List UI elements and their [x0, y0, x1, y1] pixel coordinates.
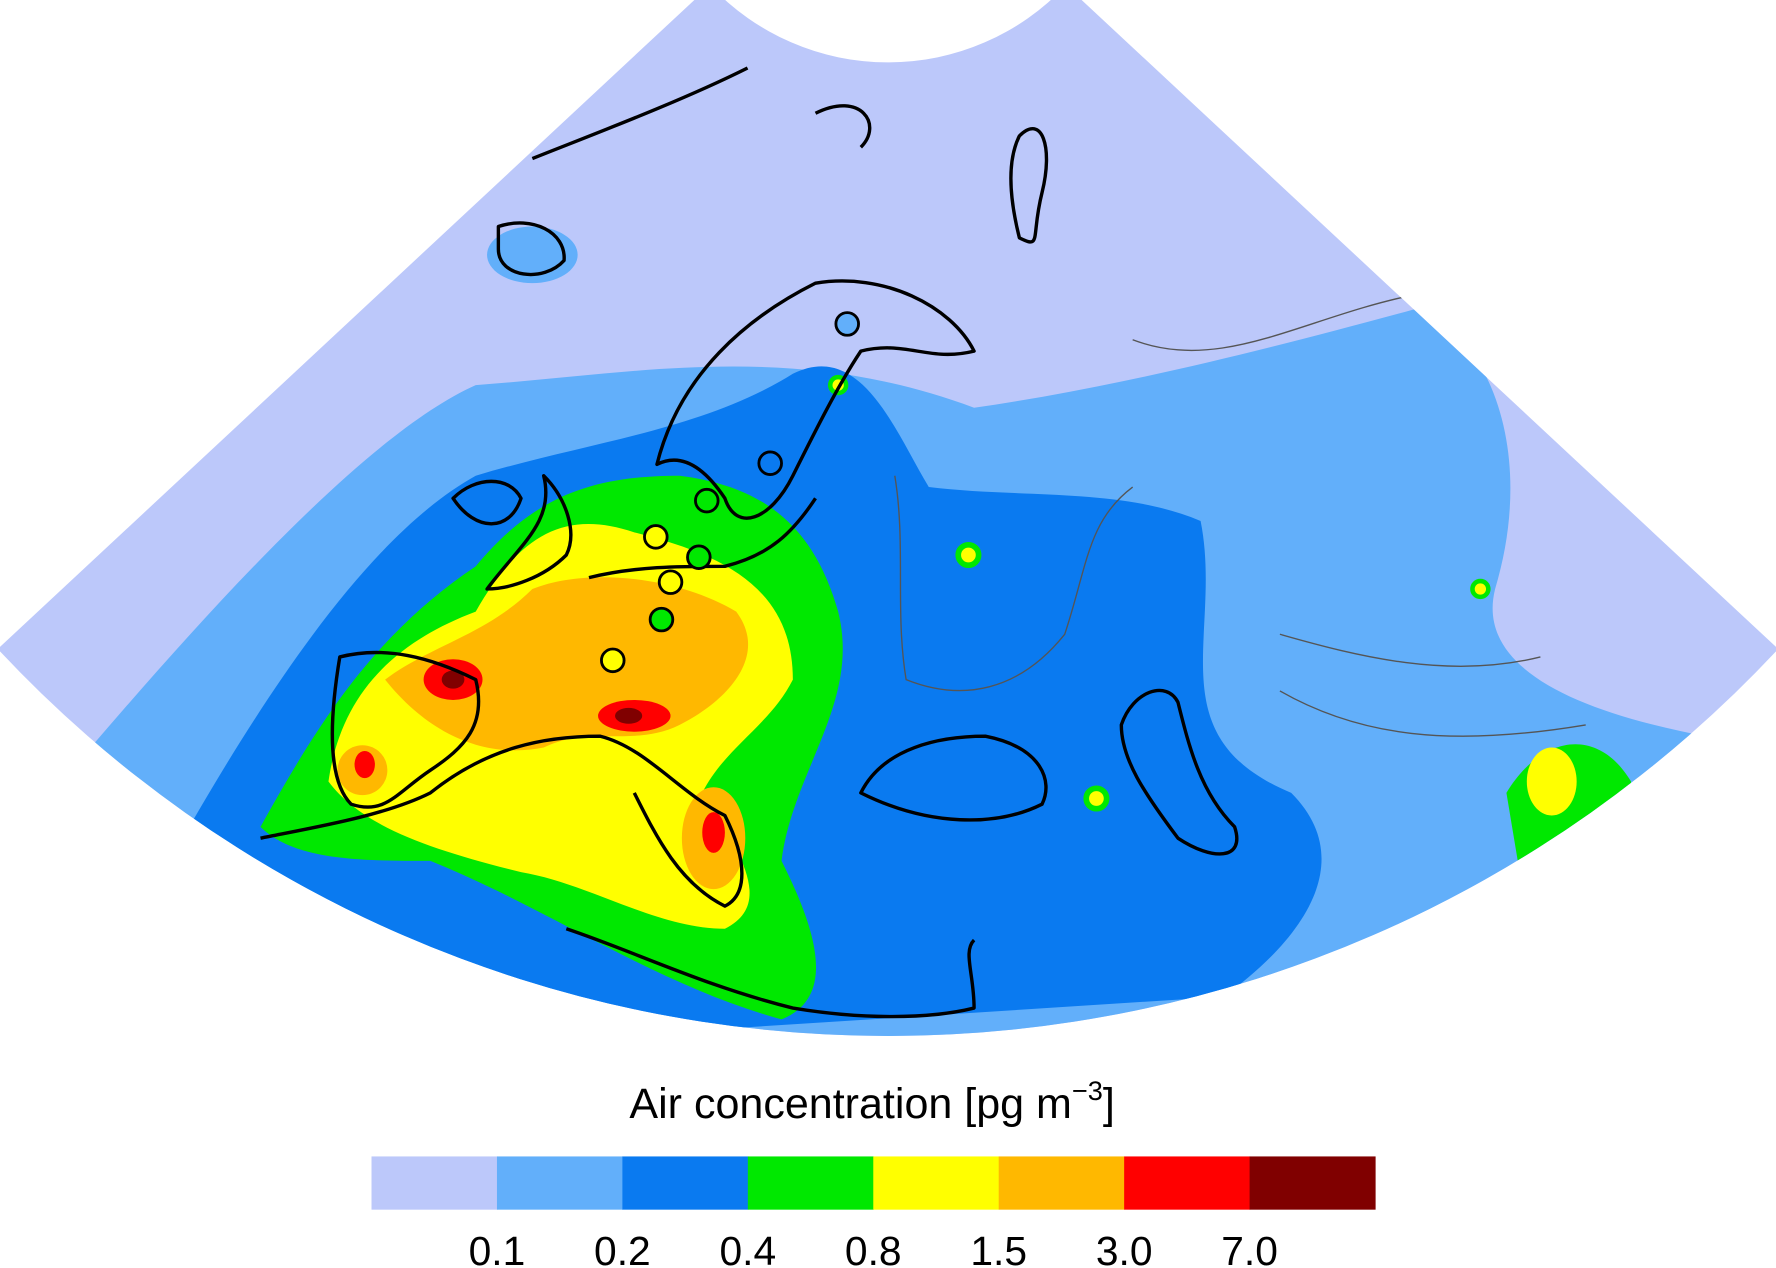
colorbar-tick-label: 0.2 — [594, 1228, 651, 1268]
stations — [600, 311, 860, 674]
colorbar: 0.1 0.2 0.4 0.8 1.5 3.0 7.0 — [371, 1156, 1376, 1268]
colorbar-box — [622, 1156, 749, 1210]
station — [694, 487, 720, 514]
title-superscript: −3 — [1072, 1075, 1103, 1106]
colorbar-title: Air concentration [pg m−3] — [629, 1075, 1114, 1128]
hotspot — [1470, 578, 1491, 600]
coastline — [260, 734, 976, 1019]
station — [757, 450, 783, 476]
colorbar-tick-label: 7.0 — [1221, 1228, 1278, 1268]
field-naples — [702, 812, 725, 853]
station — [643, 524, 669, 550]
coastline — [330, 497, 817, 809]
colorbar-box — [371, 1156, 498, 1210]
hotspot — [955, 541, 982, 569]
colorbar-tick-label: 0.4 — [719, 1228, 776, 1268]
colorbar-tick-label: 0.8 — [845, 1228, 902, 1268]
colorbar-tick-label: 3.0 — [1096, 1228, 1153, 1268]
station — [686, 544, 712, 571]
coastline-caspian — [1119, 688, 1239, 856]
station — [834, 311, 860, 337]
station — [657, 569, 684, 595]
colorbar-box — [496, 1156, 623, 1210]
title-suffix: ] — [1103, 1080, 1115, 1128]
coastline — [655, 279, 976, 520]
colorbar-box — [998, 1156, 1125, 1210]
field-above-7.0 — [441, 670, 465, 689]
colorbar-box — [873, 1156, 1000, 1210]
coastline-arctic — [531, 66, 1049, 244]
colorbar-box — [1124, 1156, 1251, 1210]
coastline — [496, 221, 566, 277]
colorbar-box — [1249, 1156, 1376, 1210]
field-madrid — [354, 750, 375, 779]
concentration-field — [0, 0, 1776, 1036]
field-po-core — [615, 707, 643, 724]
coastline — [451, 474, 573, 591]
colorbar-box — [747, 1156, 874, 1210]
country-border — [894, 293, 1586, 737]
title-text: Air concentration [pg m — [629, 1080, 1071, 1128]
colorbar-tick-label: 1.5 — [970, 1228, 1027, 1268]
coastline-black-sea — [859, 734, 1048, 822]
station — [648, 606, 675, 633]
colorbar-tick-label: 0.1 — [469, 1228, 526, 1268]
hotspot — [1083, 785, 1110, 812]
field-arabia-core — [1526, 747, 1577, 816]
station — [600, 647, 626, 674]
